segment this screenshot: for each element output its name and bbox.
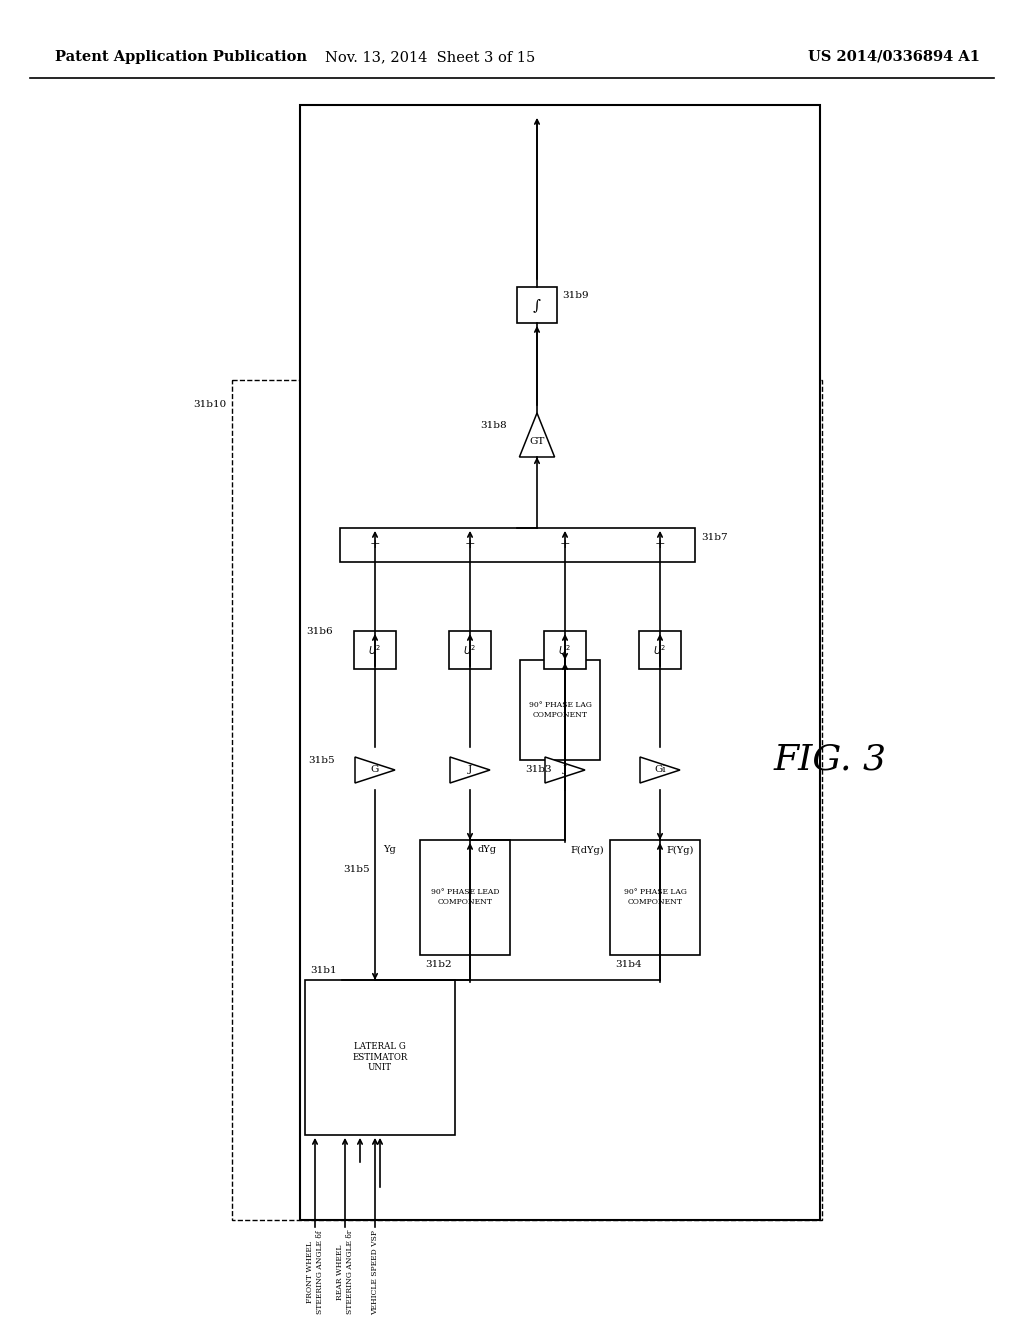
Text: 31b9: 31b9: [562, 290, 589, 300]
Text: +: +: [465, 539, 475, 552]
Text: +: +: [370, 539, 380, 552]
Bar: [305, 979, 455, 1135]
Bar: [517, 286, 557, 323]
Text: $U^2$: $U^2$: [369, 643, 382, 657]
Text: FIG. 3: FIG. 3: [773, 743, 887, 777]
Text: GT: GT: [529, 437, 545, 446]
Text: REAR WHEEL
STEERING ANGLE δr: REAR WHEEL STEERING ANGLE δr: [337, 1230, 353, 1315]
Polygon shape: [640, 756, 680, 783]
Bar: [232, 380, 822, 1220]
Text: LATERAL G
ESTIMATOR
UNIT: LATERAL G ESTIMATOR UNIT: [352, 1041, 408, 1072]
Bar: [449, 631, 490, 669]
Text: 31b4: 31b4: [615, 960, 642, 969]
Text: VEHICLE SPEED VSP: VEHICLE SPEED VSP: [371, 1230, 379, 1315]
Text: 31b1: 31b1: [310, 966, 337, 975]
Text: $U^2$: $U^2$: [463, 643, 477, 657]
Bar: [639, 631, 681, 669]
Bar: [340, 528, 695, 562]
Polygon shape: [519, 413, 555, 457]
Text: 31b2: 31b2: [425, 960, 452, 969]
Text: 90° PHASE LAG
COMPONENT: 90° PHASE LAG COMPONENT: [528, 701, 592, 718]
Text: +: +: [560, 539, 570, 552]
Text: Patent Application Publication: Patent Application Publication: [55, 50, 307, 63]
Polygon shape: [450, 756, 490, 783]
Bar: [420, 840, 510, 954]
Text: Yg: Yg: [383, 846, 395, 854]
Text: 31b8: 31b8: [480, 421, 507, 429]
Text: J: J: [468, 766, 472, 775]
Text: $U^2$: $U^2$: [653, 643, 667, 657]
Text: ∫: ∫: [534, 298, 541, 312]
Bar: [354, 631, 396, 669]
Bar: [520, 660, 600, 760]
Bar: [610, 840, 700, 954]
Text: 31b5: 31b5: [308, 756, 335, 766]
Bar: [336, 616, 699, 682]
Text: +: +: [654, 539, 666, 552]
Text: Nov. 13, 2014  Sheet 3 of 15: Nov. 13, 2014 Sheet 3 of 15: [325, 50, 536, 63]
Bar: [544, 631, 586, 669]
Text: dYg: dYg: [478, 846, 497, 854]
Text: 31b7: 31b7: [701, 532, 728, 541]
Text: F(Yg): F(Yg): [666, 845, 693, 854]
Text: $U^2$: $U^2$: [558, 643, 571, 657]
Text: 90° PHASE LEAD
COMPONENT: 90° PHASE LEAD COMPONENT: [431, 888, 500, 906]
Polygon shape: [545, 756, 585, 783]
Text: Gi: Gi: [654, 766, 666, 775]
Text: G: G: [371, 766, 379, 775]
Text: 31b3: 31b3: [525, 766, 552, 774]
Bar: [300, 106, 820, 1220]
Text: 90° PHASE LAG
COMPONENT: 90° PHASE LAG COMPONENT: [624, 888, 686, 906]
Polygon shape: [355, 756, 395, 783]
Text: 31b6: 31b6: [306, 627, 333, 636]
Text: US 2014/0336894 A1: US 2014/0336894 A1: [808, 50, 980, 63]
Text: FRONT WHEEL
STEERING ANGLE δf: FRONT WHEEL STEERING ANGLE δf: [306, 1230, 324, 1313]
Text: 31b10: 31b10: [194, 400, 227, 409]
Text: 31b5: 31b5: [343, 866, 370, 874]
Text: J: J: [563, 766, 567, 775]
Text: F(dYg): F(dYg): [570, 845, 603, 854]
